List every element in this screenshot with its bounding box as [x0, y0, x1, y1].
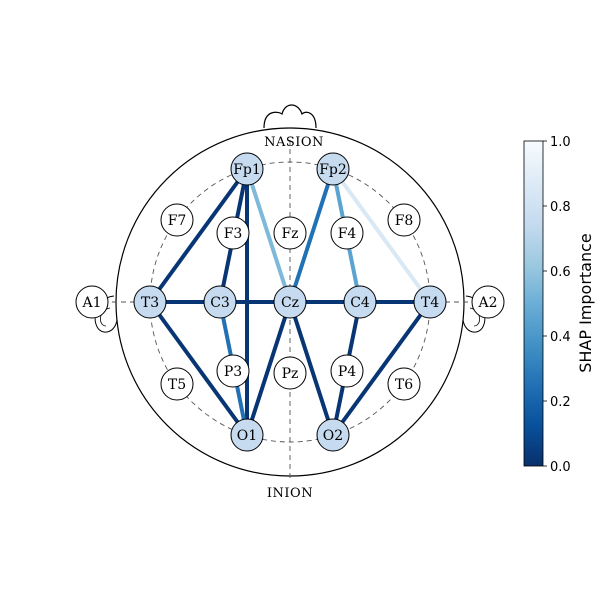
electrode-circle	[160, 203, 194, 237]
electrode-circle	[387, 203, 421, 237]
connection-t3-fp1	[148, 167, 249, 304]
colorbar-gradient	[523, 140, 544, 467]
electrode-pz: Pz	[273, 356, 307, 390]
electrode-label: F7	[168, 213, 187, 229]
electrode-label: T6	[395, 377, 413, 393]
electrode-circle	[471, 285, 505, 319]
connection-t3-o1	[148, 300, 249, 437]
left-ear-inner	[100, 307, 111, 327]
electrode-f4: F4	[330, 216, 364, 250]
electrode-circle	[413, 285, 447, 319]
colorbar-title: SHAP Importance	[576, 233, 595, 373]
inion-label: INION	[267, 486, 313, 501]
electrode-label: A2	[477, 295, 497, 311]
electrode-circle	[273, 216, 307, 250]
electrode-circle	[75, 285, 109, 319]
electrode-circle	[316, 418, 350, 452]
electrode-c3: C3	[203, 285, 237, 319]
colorbar-tick-label: 0.0	[550, 460, 571, 475]
connection-fp1-cz	[245, 168, 292, 303]
nasion-label: NASION	[264, 135, 324, 150]
nose-icon	[263, 104, 317, 129]
colorbar-tick-label: 1.0	[550, 135, 571, 150]
electrode-fz: Fz	[273, 216, 307, 250]
connection-fp2-cz	[288, 168, 335, 303]
electrode-label: T4	[421, 295, 439, 311]
electrode-p3: P3	[216, 354, 250, 388]
electrode-label: F4	[338, 226, 357, 242]
electrode-circle	[160, 367, 194, 401]
electrode-fp2: Fp2	[316, 152, 350, 186]
electrode-circle	[273, 285, 307, 319]
electrode-f8: F8	[387, 203, 421, 237]
electrode-circle	[216, 354, 250, 388]
colorbar-tick-label: 0.8	[550, 200, 571, 215]
electrode-c4: C4	[343, 285, 377, 319]
connection-fp2-t4	[331, 167, 432, 304]
right-ear-inner	[469, 307, 480, 327]
electrode-f7: F7	[160, 203, 194, 237]
electrode-label: T5	[168, 377, 186, 393]
electrode-label: Pz	[282, 366, 299, 382]
connection-cz-o1	[245, 301, 292, 436]
electrode-label: F3	[224, 226, 243, 242]
colorbar-tick-label: 0.2	[550, 395, 571, 410]
electrode-circle	[230, 152, 264, 186]
electrode-label: A1	[81, 295, 101, 311]
electrode-o1: O1	[230, 418, 264, 452]
electrode-circle	[133, 285, 167, 319]
electrode-a1: A1	[75, 285, 109, 319]
electrode-circle	[316, 152, 350, 186]
electrode-f3: F3	[216, 216, 250, 250]
electrode-label: P4	[338, 364, 356, 380]
electrode-p4: P4	[330, 354, 364, 388]
electrode-circle	[343, 285, 377, 319]
electrode-t5: T5	[160, 367, 194, 401]
electrode-label: Fp2	[319, 162, 347, 178]
electrode-label: T3	[141, 295, 159, 311]
electrode-circle	[216, 216, 250, 250]
electrode-circle	[330, 216, 364, 250]
electrode-label: P3	[224, 364, 242, 380]
colorbar-ticks: 0.0 0.2 0.4 0.6 0.8 1.0	[543, 135, 571, 475]
electrode-label: Fp1	[233, 162, 261, 178]
colorbar: 0.0 0.2 0.4 0.6 0.8 1.0 SHAP Importance	[523, 135, 595, 475]
electrode-label: C4	[350, 295, 370, 311]
electrode-circle	[330, 354, 364, 388]
electrode-cz: Cz	[273, 285, 307, 319]
colorbar-tick-label: 0.4	[550, 330, 571, 345]
electrode-label: O2	[323, 428, 343, 444]
electrode-circle	[273, 356, 307, 390]
electrode-t6: T6	[387, 367, 421, 401]
connection-t4-o2	[331, 300, 432, 437]
electrode-o2: O2	[316, 418, 350, 452]
electrode-circle	[230, 418, 264, 452]
electrode-label: F8	[395, 213, 414, 229]
colorbar-tick-label: 0.6	[550, 265, 571, 280]
electrode-t4: T4	[413, 285, 447, 319]
electrode-a2: A2	[471, 285, 505, 319]
connection-cz-o2	[288, 301, 335, 436]
electrodes-layer: Fp1 Fp2 F7 F3 Fz F4 F8 A1 T3 C3 Cz C4 T4 A2 T5 P3 Pz P4 T6…	[75, 152, 505, 452]
electrode-fp1: Fp1	[230, 152, 264, 186]
electrode-circle	[387, 367, 421, 401]
electrode-label: C3	[210, 295, 230, 311]
electrode-label: O1	[237, 428, 257, 444]
electrode-t3: T3	[133, 285, 167, 319]
electrode-label: Cz	[281, 295, 299, 311]
electrode-circle	[203, 285, 237, 319]
electrode-label: Fz	[281, 226, 298, 242]
